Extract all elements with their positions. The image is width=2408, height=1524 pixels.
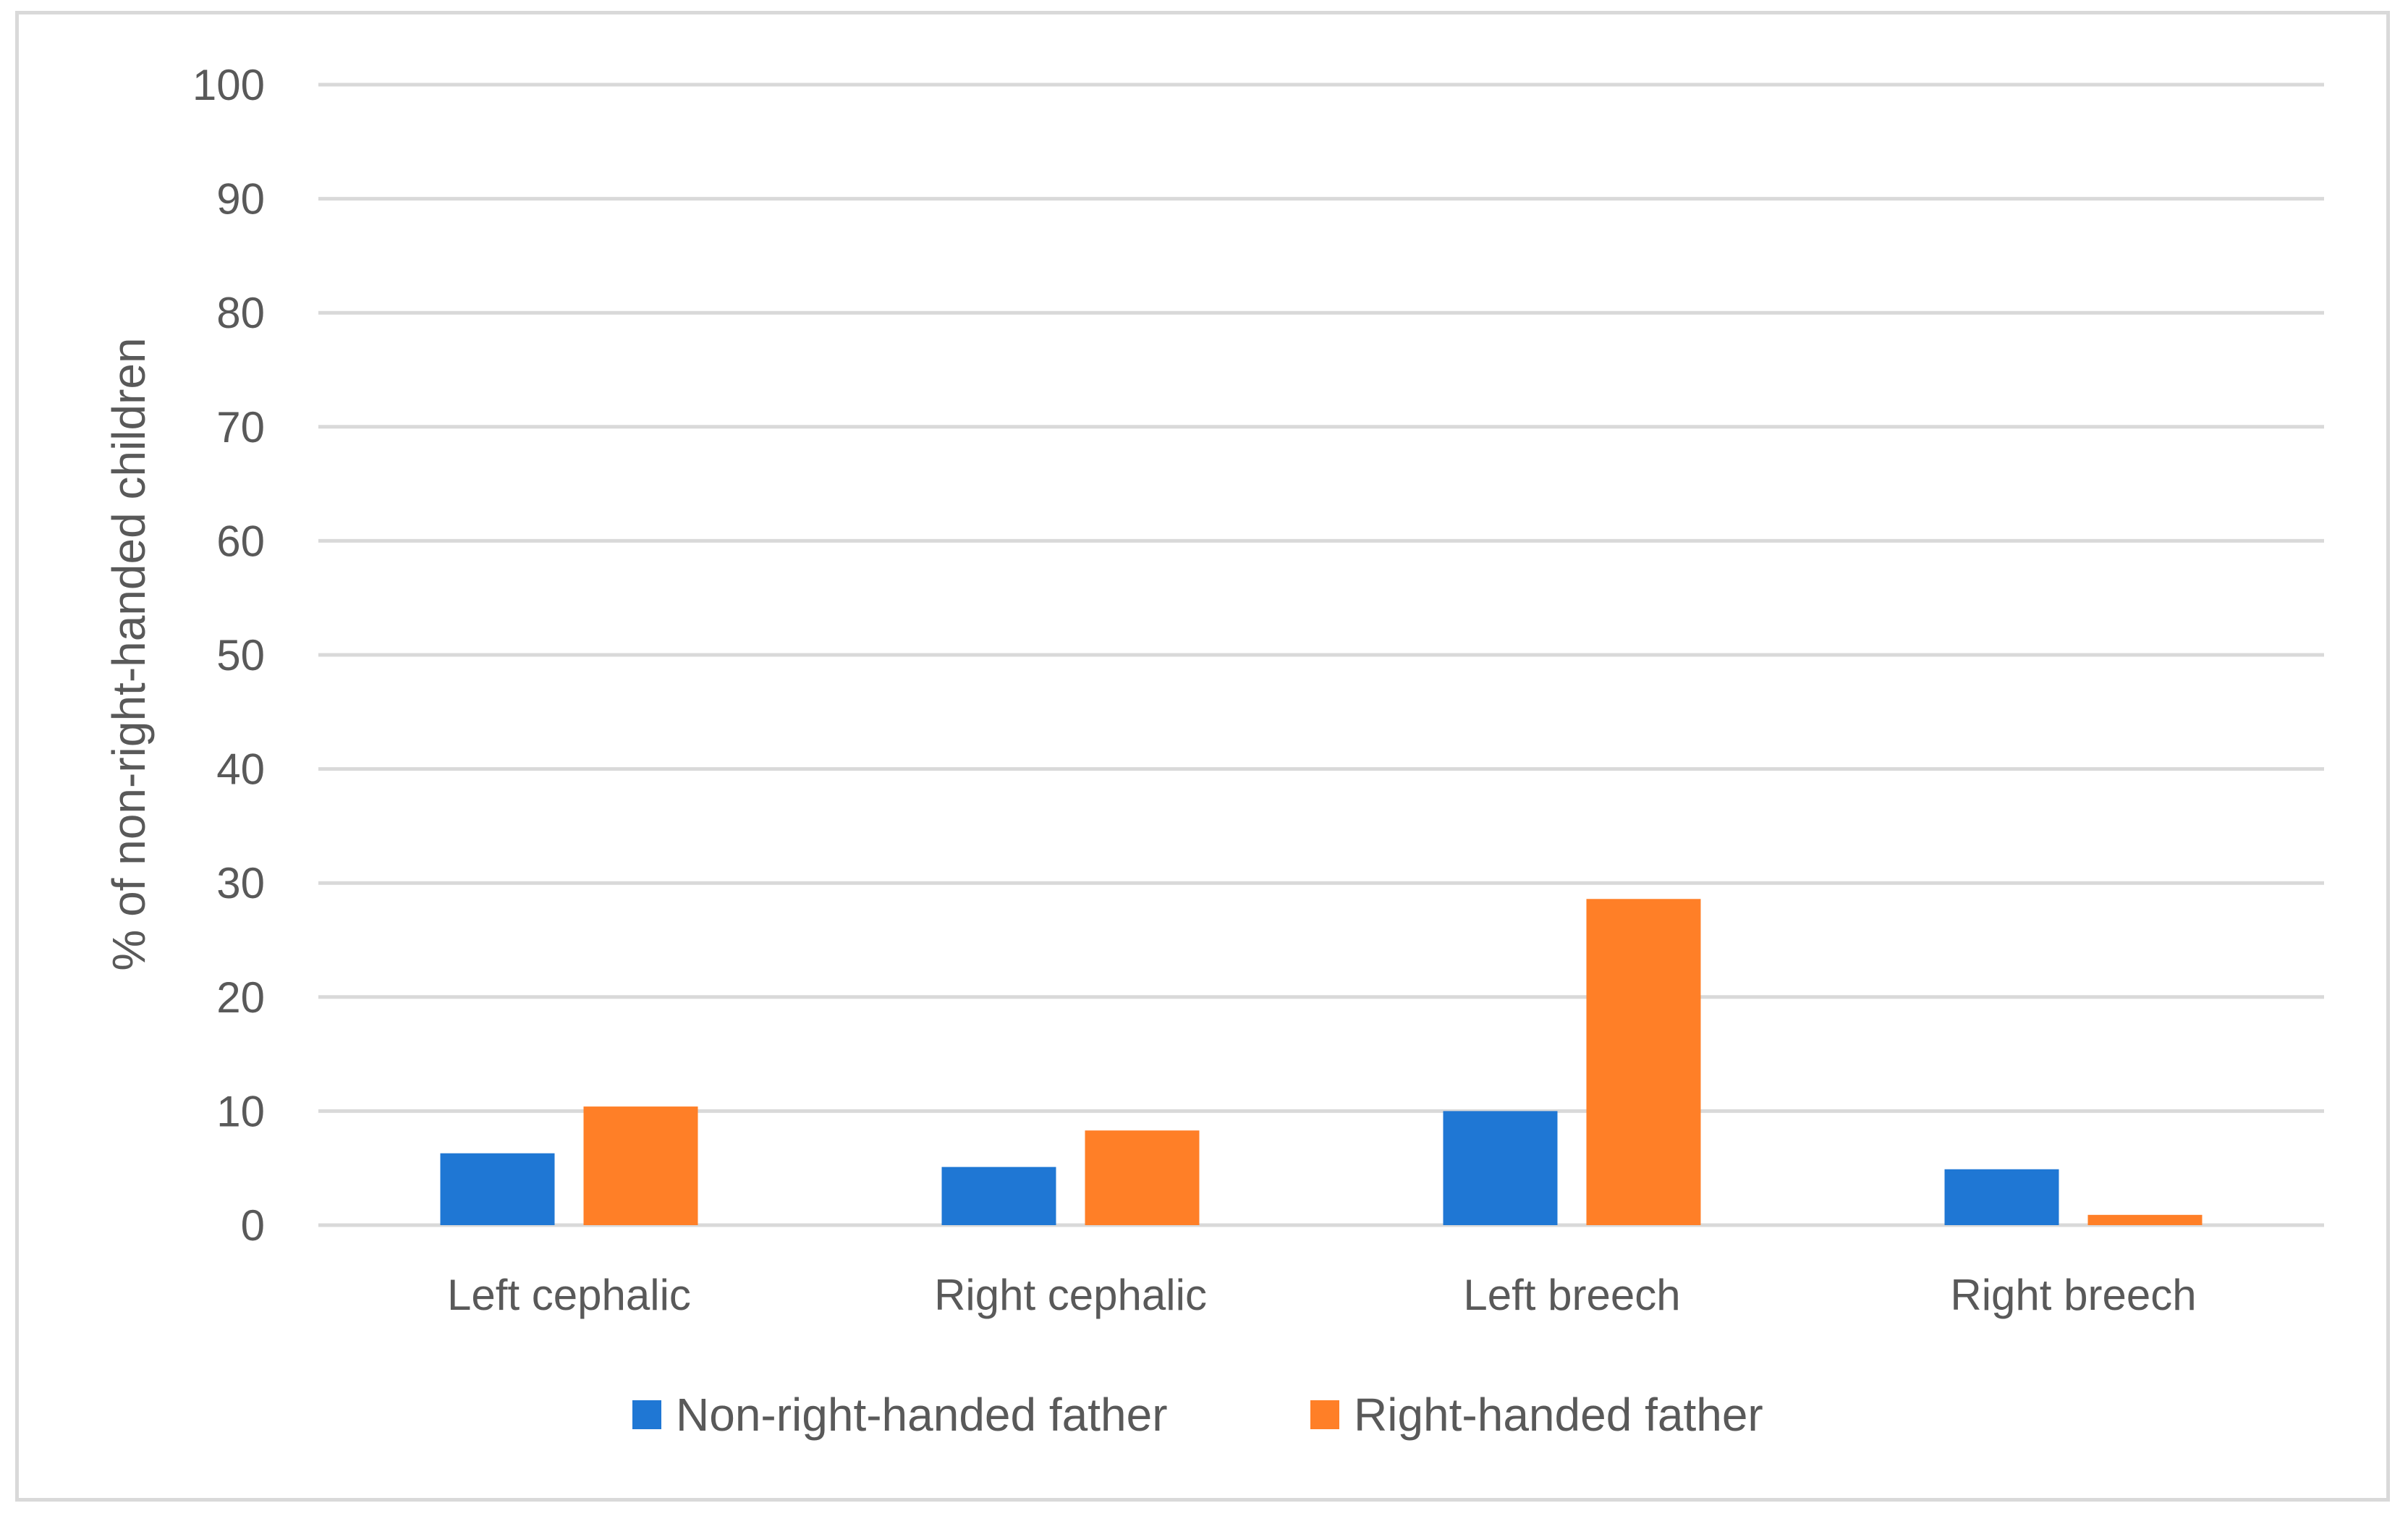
bar-right-handed-father	[1586, 899, 1701, 1225]
y-tick-label: 50	[216, 631, 265, 680]
bar-right-handed-father	[2087, 1214, 2203, 1225]
y-tick-label: 40	[216, 745, 265, 794]
y-tick-label: 20	[216, 973, 265, 1022]
bar-non-right-handed-father	[941, 1167, 1056, 1225]
legend-swatch	[1310, 1400, 1339, 1429]
y-tick-label: 90	[216, 175, 265, 224]
legend-label: Non-right-handed father	[676, 1389, 1168, 1441]
x-tick-label: Right breech	[1950, 1271, 2196, 1319]
bar-right-handed-father	[583, 1106, 698, 1225]
y-tick-label: 0	[241, 1201, 265, 1250]
bar-non-right-handed-father	[1944, 1169, 2059, 1225]
x-tick-label: Right cephalic	[934, 1271, 1207, 1319]
x-axis-ticks: Left cephalic Right cephalic Left breech Ri…	[447, 1271, 2197, 1319]
y-tick-label: 10	[216, 1087, 265, 1135]
legend: Non-right-handed father Right-handed fath…	[632, 1389, 1763, 1441]
y-axis-title: % of non-right-handed children	[103, 337, 155, 970]
bar-right-handed-father	[1085, 1130, 1200, 1225]
y-tick-label: 80	[216, 289, 265, 337]
y-tick-label: 60	[216, 517, 265, 565]
chart-frame	[15, 11, 2390, 1502]
bars	[440, 899, 2203, 1225]
x-tick-label: Left breech	[1463, 1271, 1680, 1319]
legend-label: Right-handed father	[1354, 1389, 1763, 1441]
y-tick-label: 100	[192, 61, 265, 109]
y-tick-label: 70	[216, 403, 265, 452]
bar-non-right-handed-father	[440, 1153, 555, 1225]
x-tick-label: Left cephalic	[447, 1271, 691, 1319]
y-axis-ticks: 0 10 20 30 40 50 60 70 80 90 100	[192, 61, 265, 1250]
legend-swatch	[632, 1400, 661, 1429]
gridlines	[318, 82, 2324, 1227]
bar-non-right-handed-father	[1443, 1111, 1558, 1225]
y-tick-label: 30	[216, 859, 265, 907]
